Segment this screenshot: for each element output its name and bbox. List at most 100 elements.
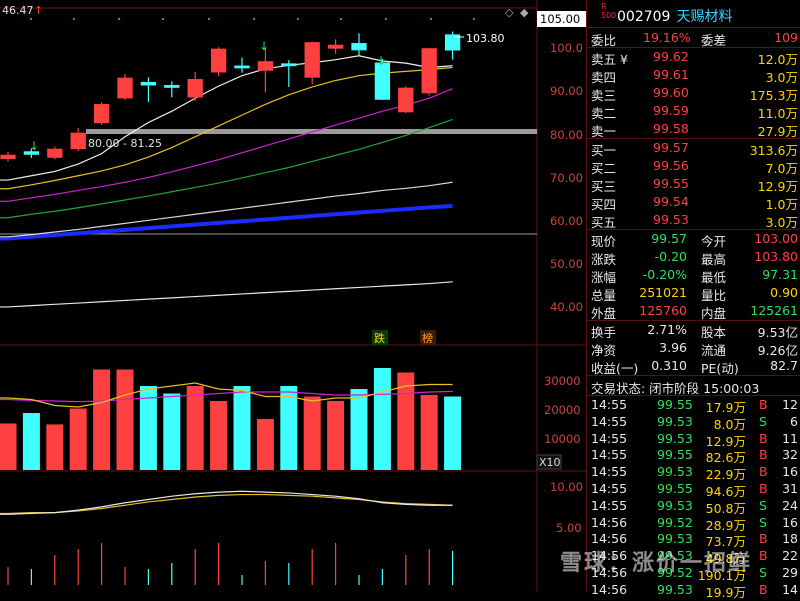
stat-value: 103.80 bbox=[754, 249, 798, 264]
volume-bar[interactable] bbox=[420, 395, 438, 470]
order-book-row[interactable]: 卖一 99.58 27.9万 bbox=[587, 120, 800, 139]
volume-bar[interactable] bbox=[93, 369, 111, 471]
event-marker-bang[interactable] bbox=[420, 330, 436, 345]
order-volume: 3.0万 bbox=[765, 70, 798, 85]
tick-price: 99.55 bbox=[657, 447, 693, 463]
candle-body[interactable] bbox=[140, 81, 157, 86]
tick-row: 14:55 99.55 17.9万 B 12 bbox=[587, 397, 800, 415]
candle-body[interactable] bbox=[0, 154, 16, 160]
order-level-label: 卖二 bbox=[591, 106, 617, 121]
volume-bar[interactable] bbox=[0, 423, 17, 471]
tick-side: B bbox=[759, 464, 768, 480]
order-book-row[interactable]: 卖四 99.61 3.0万 bbox=[587, 66, 800, 85]
order-book-row[interactable]: 买五 99.53 3.0万 bbox=[587, 211, 800, 230]
candle-body[interactable] bbox=[257, 61, 274, 71]
candle-body[interactable] bbox=[398, 87, 414, 113]
volume-bar[interactable] bbox=[256, 419, 274, 470]
stock-code-title[interactable]: 002709 天赐材料 bbox=[617, 6, 732, 26]
tick-side: S bbox=[759, 565, 767, 580]
candle-body[interactable] bbox=[164, 85, 180, 88]
stat-value: 82.7 bbox=[770, 358, 798, 373]
candle-body[interactable] bbox=[374, 62, 391, 100]
stat-value: 125261 bbox=[750, 303, 798, 318]
volume-bar[interactable] bbox=[303, 396, 321, 471]
stock-code: 002709 bbox=[617, 9, 671, 25]
candle-body[interactable] bbox=[327, 44, 344, 49]
weicha-value: 109 bbox=[774, 30, 798, 45]
order-volume: 313.6万 bbox=[749, 143, 798, 158]
watermark: 雪球：涨价一招鲜 bbox=[560, 551, 753, 576]
order-book-row[interactable]: 卖二 99.59 11.0万 bbox=[587, 102, 800, 121]
volume-bar[interactable] bbox=[350, 389, 368, 470]
volume-bar[interactable] bbox=[116, 369, 134, 471]
rating-badge[interactable]: R 500 bbox=[601, 2, 616, 20]
candle-body[interactable] bbox=[281, 63, 297, 67]
candle-body[interactable] bbox=[187, 78, 203, 98]
kline-chart-area[interactable]: 46.47 ↑ ◇ ◆ 105.00 100.0 90.00 80.00 70.… bbox=[0, 0, 586, 591]
top-dot-markers bbox=[30, 18, 475, 20]
tick-price: 99.53 bbox=[657, 581, 693, 597]
rating-badge-letter: R bbox=[601, 2, 607, 11]
volume-bar[interactable] bbox=[46, 424, 64, 470]
order-book-row[interactable]: 卖三 99.60 175.3万 bbox=[587, 84, 800, 103]
event-marker-die[interactable] bbox=[372, 330, 388, 345]
volume-bar[interactable] bbox=[233, 386, 251, 470]
diamond-icon[interactable]: ◇ bbox=[505, 6, 514, 19]
stat-value: 97.31 bbox=[762, 267, 798, 282]
tick-count: 22 bbox=[782, 548, 798, 564]
volume-bar[interactable] bbox=[397, 372, 415, 471]
stat-value: 9.53亿 bbox=[757, 325, 798, 340]
candle-body[interactable] bbox=[93, 104, 110, 124]
order-book-row[interactable]: 买二 99.56 7.0万 bbox=[587, 157, 800, 176]
candle-body[interactable] bbox=[351, 43, 367, 51]
quote-stat-row: 现价 99.57 今开 103.00 bbox=[587, 230, 800, 249]
volume-bar[interactable] bbox=[444, 396, 462, 471]
tick-time: 14:55 bbox=[591, 497, 628, 513]
tick-price: 99.53 bbox=[657, 531, 693, 547]
volume-bar[interactable] bbox=[210, 401, 228, 470]
weibi-value: 19.16% bbox=[643, 30, 691, 45]
candle-body[interactable] bbox=[210, 48, 227, 73]
diamond-filled-icon[interactable]: ◆ bbox=[520, 6, 529, 19]
tick-side: B bbox=[759, 531, 768, 547]
stat-label: 最低 bbox=[701, 270, 727, 285]
tick-time: 14:55 bbox=[591, 397, 628, 412]
volume-bar[interactable] bbox=[139, 386, 157, 470]
order-book-row[interactable]: 买四 99.54 1.0万 bbox=[587, 193, 800, 212]
candle-body[interactable] bbox=[421, 48, 437, 94]
order-book-row[interactable]: 买三 99.55 12.9万 bbox=[587, 175, 800, 194]
event-marker-bang-text: 榜 bbox=[422, 331, 433, 345]
volume-bar[interactable] bbox=[69, 408, 87, 471]
tick-side: S bbox=[759, 514, 767, 530]
volume-bar[interactable] bbox=[186, 386, 204, 470]
candle-body[interactable] bbox=[47, 148, 63, 158]
candle-body[interactable] bbox=[117, 77, 133, 99]
volume-bar[interactable] bbox=[327, 401, 345, 470]
volume-bar[interactable] bbox=[373, 368, 391, 470]
order-book-row[interactable]: 卖五 ¥ 99.62 12.0万 bbox=[587, 48, 800, 67]
stat-label: 最高 bbox=[701, 252, 727, 267]
tick-time: 14:55 bbox=[591, 413, 628, 429]
tick-count: 31 bbox=[782, 481, 798, 496]
volume-bar[interactable] bbox=[280, 386, 298, 470]
candle-body[interactable] bbox=[234, 65, 250, 69]
stat-value: 103.00 bbox=[754, 231, 798, 246]
candle-body[interactable] bbox=[23, 151, 40, 155]
candle-body[interactable] bbox=[304, 42, 320, 78]
range-label: 80.00 - 81.25 bbox=[88, 137, 162, 150]
stat-label: 外盘 bbox=[591, 306, 617, 321]
tick-side: S bbox=[759, 497, 767, 513]
tick-price: 99.52 bbox=[657, 565, 693, 580]
stat-label: 股本 bbox=[701, 325, 727, 340]
volume-bar[interactable] bbox=[22, 413, 40, 470]
volume-bar[interactable] bbox=[163, 393, 181, 471]
tick-count: 16 bbox=[782, 464, 798, 480]
candle-body[interactable] bbox=[444, 34, 461, 51]
tick-row: 14:55 99.53 50.8万 S 24 bbox=[587, 497, 800, 516]
tick-count: 6 bbox=[790, 413, 798, 429]
price-axis-label: 60.00 bbox=[550, 214, 583, 228]
order-price: 99.59 bbox=[653, 103, 689, 118]
order-book-row[interactable]: 买一 99.57 313.6万 bbox=[587, 139, 800, 158]
ma20-line bbox=[0, 88, 453, 202]
candle-body[interactable] bbox=[70, 132, 86, 150]
